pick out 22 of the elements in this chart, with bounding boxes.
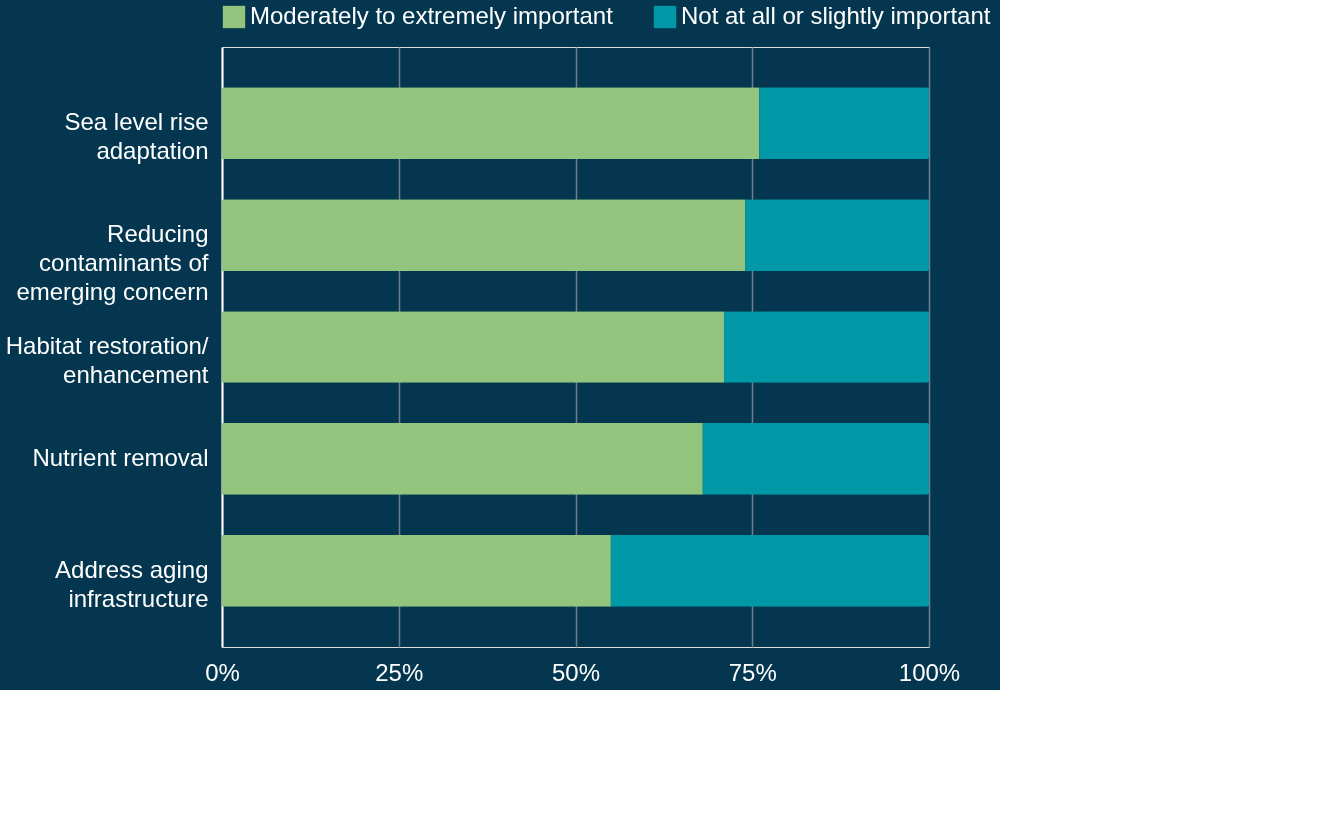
x-tick-label: 0%: [205, 658, 240, 686]
x-tick-label: 100%: [898, 658, 961, 686]
bar: [222, 199, 746, 271]
y-tick-label: Nutrient removal: [32, 443, 209, 471]
bar: [745, 199, 929, 271]
y-tick-label: Address aging infrastructure: [55, 555, 209, 612]
bar: [759, 87, 929, 159]
bar: [723, 311, 929, 383]
y-tick-label: Sea level rise adaptation: [64, 108, 209, 165]
legend-label: Not at all or slightly important: [681, 2, 991, 29]
y-tick-label: Habitat restoration/ enhancement: [5, 332, 209, 388]
bar: [222, 423, 703, 495]
legend-label: Moderately to extremely important: [250, 2, 614, 29]
bar: [222, 535, 611, 607]
bar: [610, 535, 929, 607]
x-tick-label: 75%: [728, 658, 777, 686]
x-tick-label: 50%: [551, 658, 601, 686]
bar: [702, 423, 929, 495]
bar: [222, 87, 760, 159]
y-tick-label: Reducing contaminants of emerging concern: [16, 220, 209, 306]
x-tick-label: 25%: [375, 658, 424, 686]
bar: [222, 311, 724, 383]
